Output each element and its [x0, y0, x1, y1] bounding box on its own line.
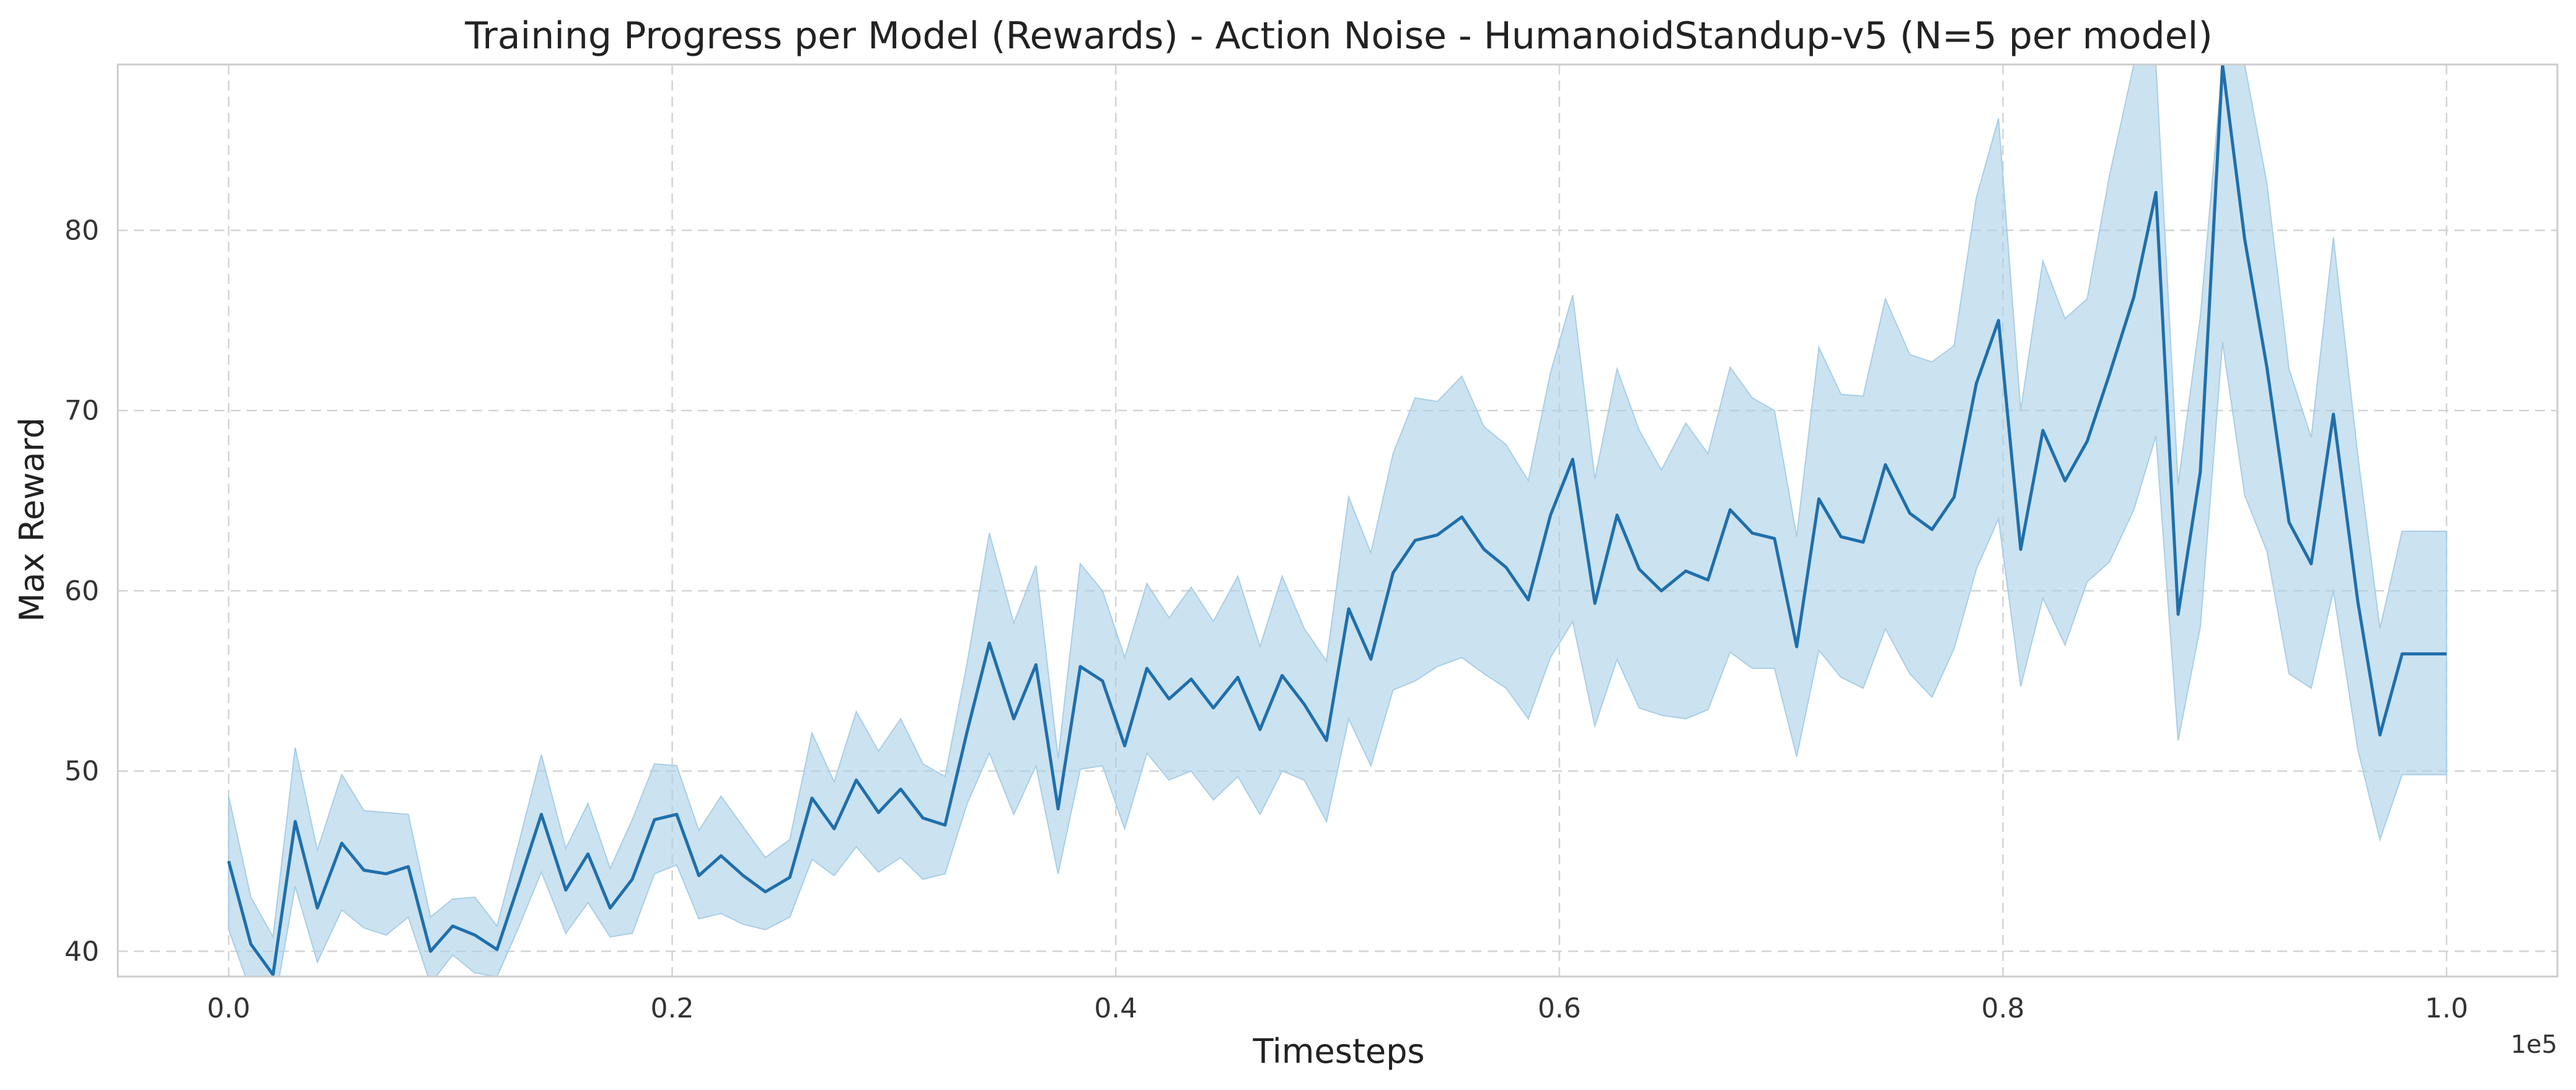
y-tick-label: 60	[64, 575, 99, 607]
y-tick-label: 50	[64, 756, 99, 787]
chart-title: Training Progress per Model (Rewards) - …	[464, 14, 2212, 58]
x-tick-label: 0.8	[1981, 993, 2024, 1024]
x-axis-label: Timesteps	[1252, 1032, 1424, 1071]
y-tick-label: 70	[64, 395, 99, 427]
x-tick-label: 1.0	[2425, 993, 2468, 1024]
plot-frame	[117, 63, 2559, 978]
confidence-band	[227, 64, 2448, 977]
y-tick-labels: 40 50 60 70 80	[64, 215, 99, 967]
x-tick-label: 0.4	[1094, 993, 1137, 1024]
mean-line	[227, 64, 2447, 977]
x-offset-label: 1e5	[2510, 1030, 2557, 1059]
plot-area	[227, 64, 2448, 977]
y-tick-label: 40	[64, 936, 99, 967]
y-axis-label: Max Reward	[12, 417, 51, 622]
x-tick-label: 0.0	[207, 993, 250, 1024]
y-tick-label: 80	[64, 215, 99, 246]
x-tick-labels: 0.0 0.2 0.4 0.6 0.8 1.0	[207, 993, 2468, 1024]
x-tick-label: 0.6	[1538, 993, 1581, 1024]
x-tick-label: 0.2	[651, 993, 694, 1024]
